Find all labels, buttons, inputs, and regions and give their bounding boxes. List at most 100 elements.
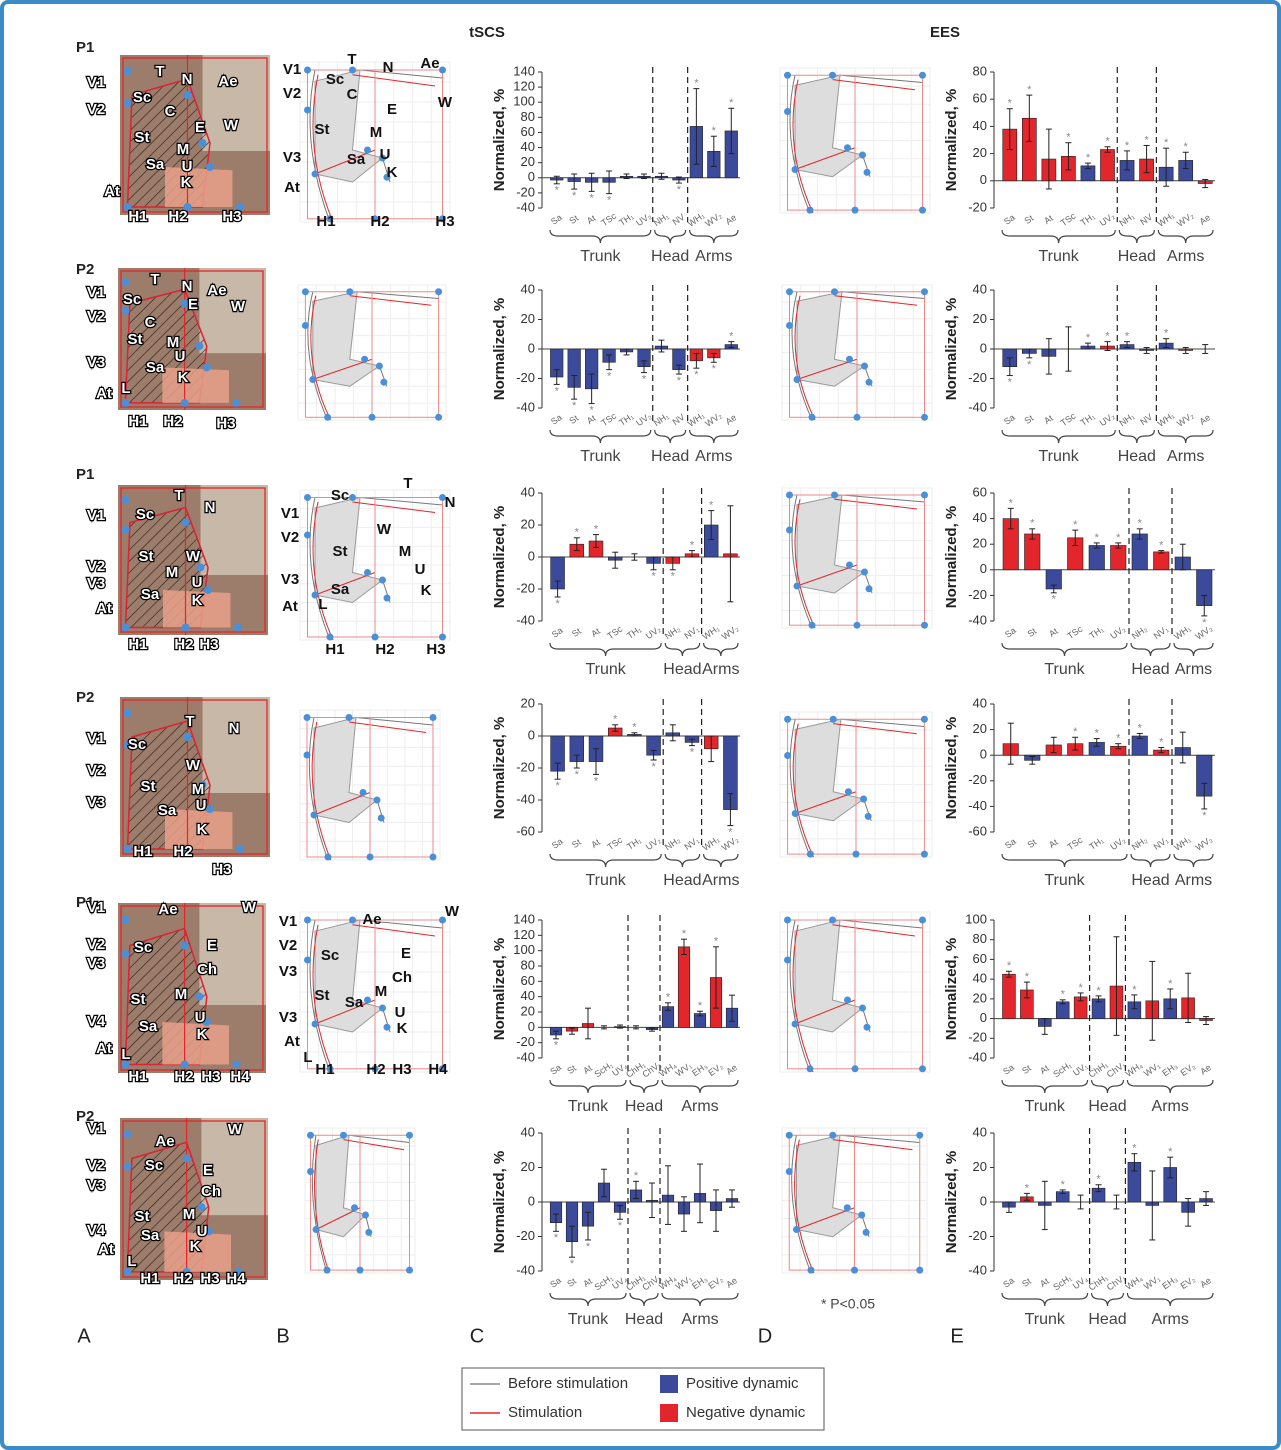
photo-label: L bbox=[121, 380, 130, 397]
sketch-dot bbox=[846, 562, 853, 569]
y-tick-label: 140 bbox=[513, 911, 535, 926]
photo-dot bbox=[181, 942, 189, 950]
sketch-dot bbox=[921, 622, 928, 629]
photo-label: At bbox=[98, 1241, 114, 1258]
sketch-dot bbox=[324, 414, 331, 421]
sketch-label: Sa bbox=[331, 581, 350, 598]
photo-label: H3 bbox=[200, 1270, 219, 1287]
sketch-dot bbox=[919, 917, 926, 924]
sketch-dot bbox=[784, 72, 791, 79]
photo-dot bbox=[123, 1130, 131, 1138]
sketch-label: K bbox=[421, 582, 432, 599]
sketch-dot bbox=[854, 622, 861, 629]
y-tick-label: 0 bbox=[528, 1193, 535, 1208]
photo-label: N bbox=[229, 720, 240, 737]
significance-star: * bbox=[607, 371, 612, 383]
sketch-dot bbox=[919, 1065, 926, 1072]
photo-dot bbox=[121, 916, 129, 924]
sketch-label: V3 bbox=[281, 571, 299, 588]
photo-dot bbox=[206, 163, 214, 171]
y-tick-label: 60 bbox=[521, 124, 535, 139]
significance-star: * bbox=[1138, 518, 1143, 530]
photo-label: H4 bbox=[226, 1270, 246, 1287]
sketch-label: W bbox=[377, 521, 392, 538]
sketch-label: Ae bbox=[362, 911, 381, 928]
photo-label: W bbox=[231, 298, 246, 315]
y-tick-label: 20 bbox=[973, 1159, 987, 1174]
y-tick-label: 60 bbox=[973, 484, 987, 499]
bar bbox=[678, 947, 690, 1027]
row-label: P2 bbox=[76, 261, 94, 278]
sketch-dot bbox=[312, 171, 319, 178]
sketch-label: C bbox=[347, 86, 358, 103]
sketch-dot bbox=[369, 414, 376, 421]
column-title: EES bbox=[930, 24, 960, 41]
sketch-dot bbox=[916, 1267, 923, 1274]
legend-label: Positive dynamic bbox=[686, 1375, 799, 1392]
photo-label: C bbox=[165, 103, 176, 120]
photo-label: Ch bbox=[201, 1183, 221, 1200]
sketch-dot bbox=[859, 152, 866, 159]
significance-star: * bbox=[1159, 736, 1164, 748]
photo-label: Ch bbox=[197, 961, 217, 978]
y-tick-label: -40 bbox=[968, 798, 987, 813]
sketch-dot bbox=[786, 492, 793, 499]
photo-label: M bbox=[192, 781, 205, 798]
significance-star: * bbox=[1144, 134, 1149, 146]
sketch-dot bbox=[831, 288, 838, 295]
significance-star: * bbox=[1073, 726, 1078, 738]
significance-star: * bbox=[1159, 540, 1164, 552]
photo-label: V2 bbox=[87, 558, 105, 575]
significance-star: * bbox=[634, 1170, 639, 1182]
y-axis-title: Normalized, % bbox=[943, 506, 960, 609]
sketch-label: V2 bbox=[283, 85, 301, 102]
sketch-dot bbox=[807, 1065, 814, 1072]
photo-label: T bbox=[155, 63, 164, 80]
group-label: Trunk bbox=[1044, 661, 1085, 678]
sketch-dot bbox=[792, 810, 799, 817]
significance-star: * bbox=[618, 1220, 623, 1232]
significance-star: * bbox=[1168, 1146, 1173, 1158]
group-label: Head bbox=[1131, 872, 1169, 889]
sketch-dot bbox=[304, 67, 311, 74]
photo-label: V1 bbox=[87, 1120, 105, 1137]
y-tick-label: 40 bbox=[521, 281, 535, 296]
photo-label: H1 bbox=[140, 1270, 159, 1287]
photo-label: U bbox=[196, 797, 207, 814]
significance-star: * bbox=[555, 780, 560, 792]
photo-dot bbox=[184, 733, 192, 741]
sketch-dot bbox=[921, 492, 928, 499]
sketch-dot bbox=[307, 1168, 314, 1175]
sketch-label: H4 bbox=[428, 1061, 448, 1078]
panel-letter: D bbox=[758, 1325, 772, 1347]
y-tick-label: 40 bbox=[521, 484, 535, 499]
sketch-label: T bbox=[403, 475, 412, 492]
photo-label: H3 bbox=[201, 1068, 220, 1085]
photo-label: T bbox=[185, 713, 194, 730]
sketch-label: V3 bbox=[283, 149, 301, 166]
sketch-dot bbox=[406, 1132, 413, 1139]
sketch-dot bbox=[807, 851, 814, 858]
significance-star: * bbox=[729, 331, 734, 343]
figure: tSCS EES A B C D E * P<0.05 P1V1V2TNAeSc… bbox=[0, 0, 1281, 1450]
y-axis-title: Normalized, % bbox=[491, 298, 508, 401]
photo-label: H1 bbox=[133, 843, 152, 860]
sketch-dot bbox=[439, 634, 446, 641]
y-tick-label: 120 bbox=[513, 79, 535, 94]
legend-label: Negative dynamic bbox=[686, 1404, 806, 1421]
significance-star: * bbox=[1008, 376, 1013, 388]
sketch-dot bbox=[364, 569, 371, 576]
sketch-label: Sc bbox=[326, 71, 344, 88]
y-tick-label: 40 bbox=[973, 281, 987, 296]
photo-label: V3 bbox=[87, 575, 105, 592]
photo-label: Sc bbox=[123, 291, 141, 308]
sketch-dot bbox=[364, 997, 371, 1004]
y-tick-label: -20 bbox=[968, 199, 987, 214]
sketch-dot bbox=[794, 583, 801, 590]
y-tick-label: 60 bbox=[973, 91, 987, 106]
significance-star: * bbox=[682, 928, 687, 940]
photo-label: Sa bbox=[146, 156, 165, 173]
photo-label: Sa bbox=[139, 1018, 158, 1035]
bar bbox=[1111, 545, 1126, 569]
sketch-dot bbox=[379, 577, 386, 584]
